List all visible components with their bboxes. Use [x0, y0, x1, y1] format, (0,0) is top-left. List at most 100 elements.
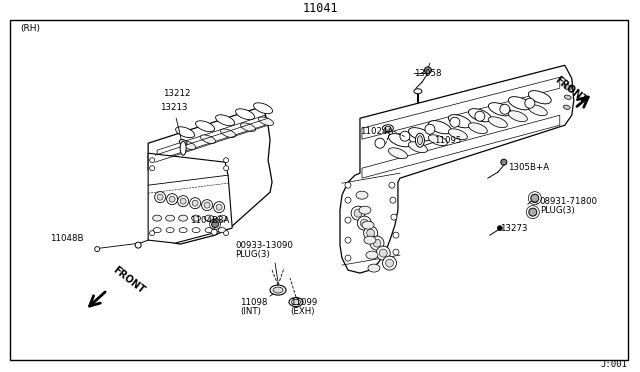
Circle shape	[178, 196, 189, 207]
Circle shape	[166, 194, 178, 205]
Ellipse shape	[179, 215, 188, 221]
Circle shape	[357, 216, 371, 230]
Ellipse shape	[166, 228, 174, 232]
Text: 00933-13090: 00933-13090	[235, 241, 293, 250]
Polygon shape	[340, 65, 574, 273]
Ellipse shape	[388, 148, 408, 158]
Ellipse shape	[241, 123, 255, 131]
Text: FRONT: FRONT	[111, 264, 147, 295]
Ellipse shape	[216, 115, 235, 126]
Ellipse shape	[175, 127, 195, 138]
Text: (EXH): (EXH)	[290, 307, 314, 315]
Ellipse shape	[415, 133, 424, 147]
Ellipse shape	[449, 129, 467, 140]
Circle shape	[204, 202, 210, 208]
Polygon shape	[157, 115, 265, 160]
Circle shape	[393, 232, 399, 238]
Circle shape	[345, 237, 351, 243]
Ellipse shape	[180, 141, 196, 150]
Circle shape	[95, 247, 100, 251]
Circle shape	[202, 200, 212, 211]
Circle shape	[367, 229, 374, 237]
Text: 11048B: 11048B	[51, 234, 84, 243]
Text: 13058: 13058	[414, 69, 442, 78]
Circle shape	[216, 204, 222, 210]
Ellipse shape	[292, 299, 301, 305]
Ellipse shape	[368, 264, 380, 272]
Circle shape	[425, 124, 435, 134]
Ellipse shape	[417, 136, 422, 145]
Text: (INT): (INT)	[240, 307, 261, 315]
Text: 11099: 11099	[290, 298, 317, 307]
Ellipse shape	[200, 135, 216, 144]
Ellipse shape	[364, 236, 376, 244]
Ellipse shape	[218, 228, 226, 232]
Ellipse shape	[179, 228, 187, 232]
Ellipse shape	[179, 140, 187, 145]
Ellipse shape	[408, 142, 428, 153]
Polygon shape	[362, 77, 560, 139]
Circle shape	[157, 194, 163, 200]
Circle shape	[373, 239, 381, 247]
Ellipse shape	[153, 215, 162, 221]
Circle shape	[376, 246, 390, 260]
Ellipse shape	[414, 89, 422, 94]
Ellipse shape	[366, 251, 378, 259]
Circle shape	[212, 221, 219, 228]
Ellipse shape	[383, 125, 394, 132]
Ellipse shape	[253, 103, 273, 114]
Ellipse shape	[564, 85, 572, 90]
Circle shape	[150, 158, 155, 163]
Circle shape	[375, 138, 385, 148]
Circle shape	[155, 192, 166, 203]
Ellipse shape	[385, 126, 391, 130]
Ellipse shape	[166, 215, 175, 221]
Circle shape	[424, 67, 431, 74]
Ellipse shape	[218, 215, 227, 221]
Ellipse shape	[356, 191, 368, 199]
Circle shape	[501, 159, 507, 165]
Ellipse shape	[273, 287, 283, 293]
Circle shape	[189, 198, 200, 209]
Text: 08931-71800: 08931-71800	[540, 197, 598, 206]
Circle shape	[531, 194, 539, 202]
Circle shape	[475, 111, 485, 121]
Text: 11041: 11041	[302, 2, 338, 15]
Text: (RH): (RH)	[20, 24, 40, 33]
Ellipse shape	[236, 109, 255, 120]
Circle shape	[192, 200, 198, 206]
Circle shape	[393, 249, 399, 255]
Circle shape	[223, 166, 228, 171]
Circle shape	[370, 236, 384, 250]
Circle shape	[345, 197, 351, 203]
Text: 11024A: 11024A	[360, 127, 394, 136]
Ellipse shape	[196, 121, 214, 132]
Text: 13273: 13273	[500, 224, 527, 232]
Circle shape	[150, 231, 155, 235]
Ellipse shape	[153, 228, 161, 232]
Ellipse shape	[449, 115, 471, 128]
Ellipse shape	[388, 134, 412, 147]
Ellipse shape	[205, 215, 214, 221]
Circle shape	[450, 117, 460, 127]
Circle shape	[214, 202, 225, 213]
Circle shape	[500, 104, 510, 114]
Text: PLUG(3): PLUG(3)	[540, 206, 575, 215]
Text: 1104B8A: 1104B8A	[190, 216, 230, 225]
Ellipse shape	[220, 129, 236, 138]
Text: FRONT: FRONT	[553, 74, 588, 105]
Circle shape	[390, 197, 396, 203]
Circle shape	[525, 98, 535, 108]
Ellipse shape	[180, 141, 186, 155]
Circle shape	[360, 219, 369, 227]
Ellipse shape	[191, 215, 200, 221]
Ellipse shape	[270, 285, 286, 295]
Ellipse shape	[488, 117, 508, 128]
Ellipse shape	[362, 221, 374, 229]
Ellipse shape	[359, 206, 371, 214]
Polygon shape	[148, 153, 232, 243]
Circle shape	[354, 209, 362, 217]
Circle shape	[169, 196, 175, 202]
Circle shape	[364, 226, 378, 240]
Ellipse shape	[289, 298, 303, 307]
